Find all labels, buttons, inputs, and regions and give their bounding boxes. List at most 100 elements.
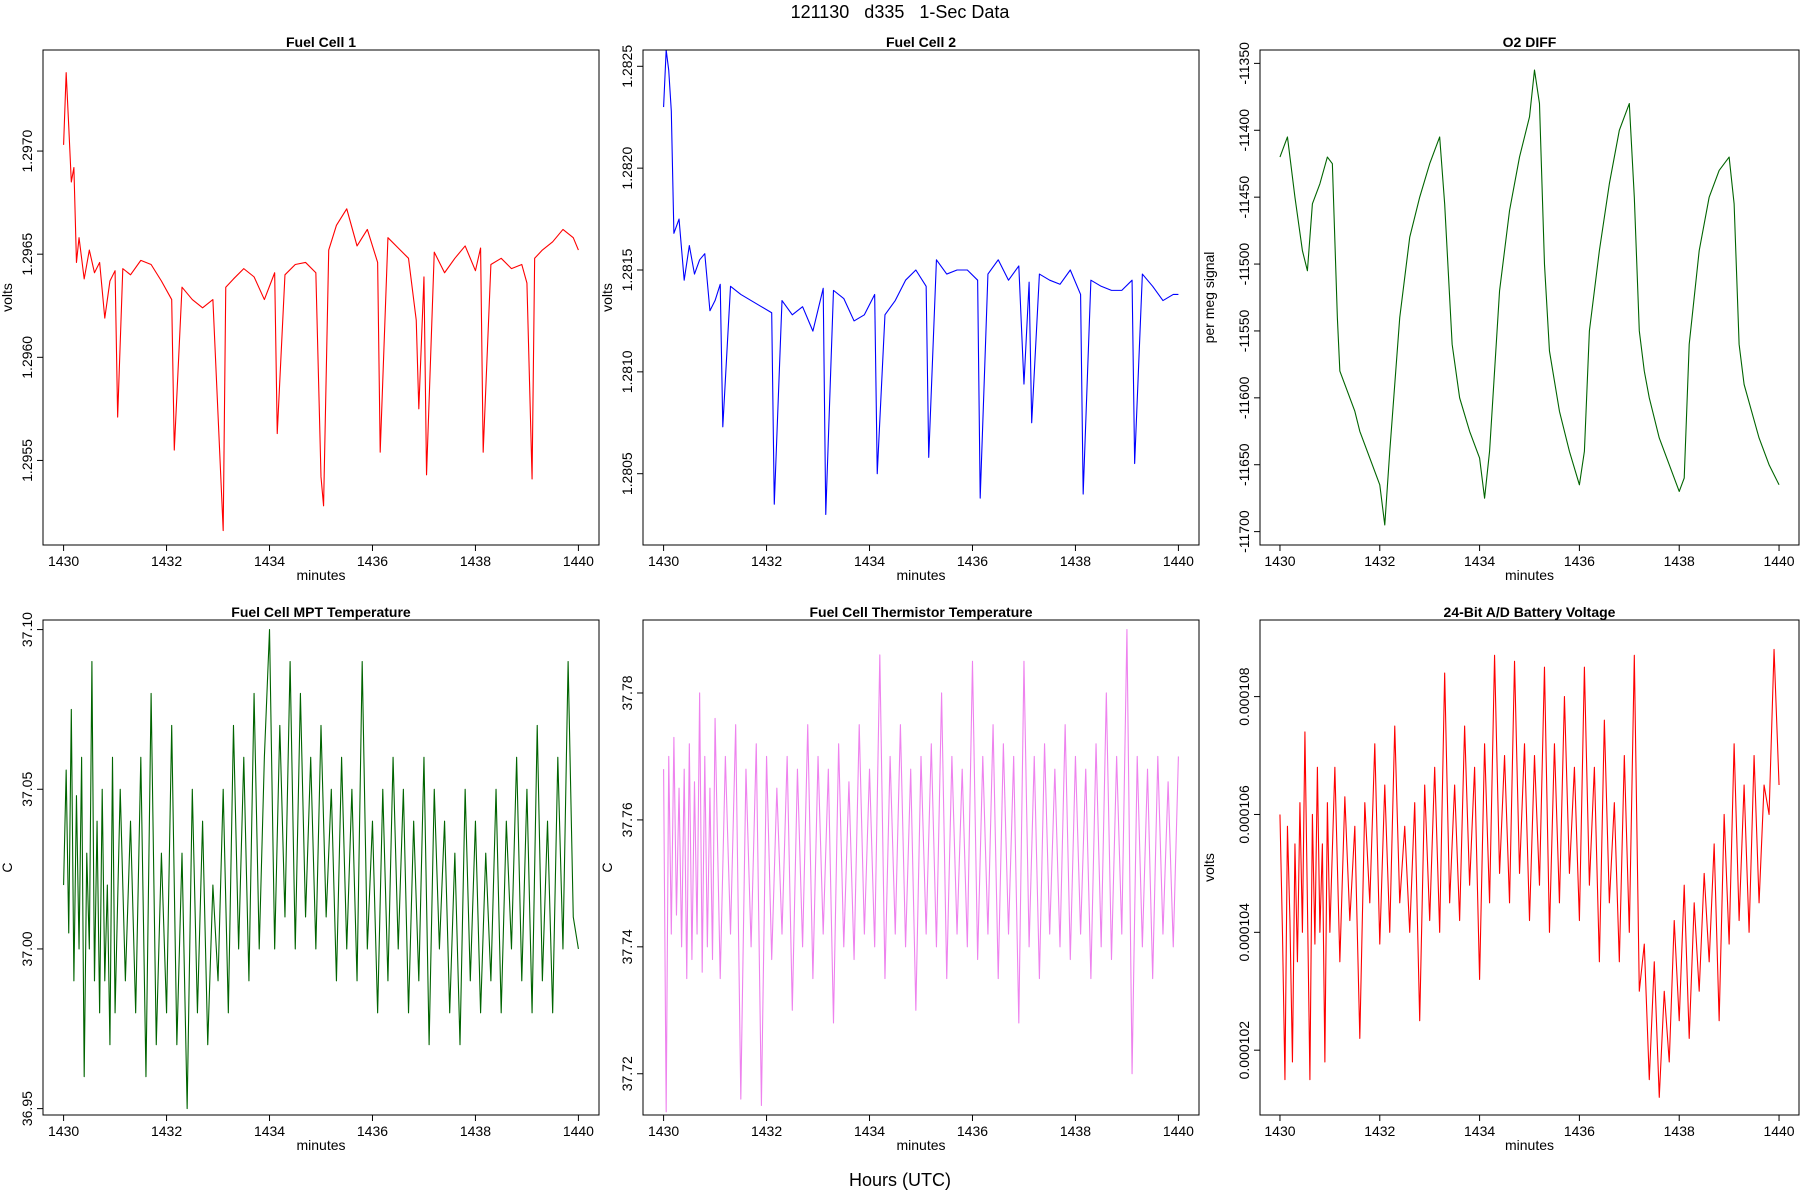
chart-fuel-cell-2: Fuel Cell 2 1430 1432 1434 1436 1438 1440 1.280… [599, 34, 1200, 583]
plot-frame [42, 619, 600, 1116]
x-tick-label: 1436 [1564, 1123, 1595, 1139]
plot-frame [642, 49, 1200, 546]
y-tick-label: -11400 [1236, 109, 1252, 152]
series-line [63, 629, 579, 1110]
series-line [663, 628, 1179, 1113]
y-tick-label: 0.000102 [1236, 1021, 1252, 1080]
plot-frame [642, 619, 1200, 1116]
x-tick-label: 1430 [648, 553, 679, 569]
y-tick-label: -11500 [1236, 243, 1252, 286]
y-tick-label: 36.95 [19, 1091, 35, 1126]
x-tick-label: 1432 [151, 1123, 182, 1139]
y-tick-label: 1.2805 [619, 452, 635, 495]
y-tick-label: 37.72 [619, 1056, 635, 1091]
y-axis-label: volts [0, 283, 15, 312]
x-tick-label: 1436 [957, 553, 988, 569]
x-tick-label: 1430 [48, 553, 79, 569]
y-axis-label: volts [1201, 853, 1217, 882]
chart-battery-voltage: 24-Bit A/D Battery Voltage 1430 1432 1434 14… [1201, 604, 1800, 1153]
figure-title: 121130 d335 1-Sec Data [790, 2, 1010, 22]
y-tick-label: -11450 [1236, 176, 1252, 219]
y-tick-label: 1.2820 [619, 147, 635, 190]
x-axis-label: minutes [296, 1137, 345, 1153]
y-tick-label: 37.76 [619, 802, 635, 837]
x-tick-label: 1430 [648, 1123, 679, 1139]
chart-fuel-cell-1: Fuel Cell 1 1430 1432 1434 1436 1438 1440 1.295… [0, 34, 600, 583]
x-tick-label: 1434 [1464, 1123, 1495, 1139]
x-tick-label: 1430 [1264, 1123, 1295, 1139]
y-tick-label: 1.2960 [19, 336, 35, 379]
y-tick-label: -11650 [1236, 443, 1252, 486]
y-tick-label: 37.10 [19, 612, 35, 647]
chart-title: Fuel Cell 2 [886, 34, 956, 50]
x-tick-label: 1430 [1264, 553, 1295, 569]
x-axis-label: minutes [896, 567, 945, 583]
y-tick-label: 37.00 [19, 931, 35, 966]
x-tick-label: 1432 [1364, 1123, 1395, 1139]
x-tick-label: 1440 [563, 1123, 594, 1139]
x-tick-label: 1436 [1564, 553, 1595, 569]
x-tick-label: 1434 [254, 553, 285, 569]
y-tick-label: 0.000104 [1236, 903, 1252, 962]
x-tick-label: 1432 [751, 1123, 782, 1139]
x-axis-label: minutes [1505, 567, 1554, 583]
chart-title: 24-Bit A/D Battery Voltage [1444, 604, 1616, 620]
y-tick-label: 37.05 [19, 772, 35, 807]
series-line [63, 72, 579, 532]
x-tick-label: 1440 [1163, 553, 1194, 569]
y-tick-label: -11350 [1236, 42, 1252, 85]
x-tick-label: 1434 [1464, 553, 1495, 569]
chart-title: Fuel Cell 1 [286, 34, 356, 50]
x-axis-label: minutes [1505, 1137, 1554, 1153]
y-tick-label: 1.2810 [619, 350, 635, 393]
chart-title: Fuel Cell Thermistor Temperature [809, 604, 1032, 620]
x-tick-label: 1440 [563, 553, 594, 569]
y-tick-label: -11550 [1236, 309, 1252, 352]
x-tick-label: 1434 [254, 1123, 285, 1139]
x-tick-label: 1432 [751, 553, 782, 569]
chart-title: Fuel Cell MPT Temperature [231, 604, 411, 620]
chart-o2-diff: O2 DIFF 1430 1432 1434 1436 1438 1440 -11700 -11… [1201, 34, 1800, 583]
x-tick-label: 1436 [957, 1123, 988, 1139]
x-tick-label: 1434 [854, 553, 885, 569]
plot-frame [1259, 49, 1800, 546]
y-tick-label: 37.78 [619, 675, 635, 710]
y-tick-label: 0.000106 [1236, 785, 1252, 844]
figure-x-label: Hours (UTC) [849, 1170, 951, 1190]
series-line [1279, 648, 1780, 1098]
chart-fuel-cell-mpt-temperature: Fuel Cell MPT Temperature 1430 1432 1434 143… [0, 604, 600, 1153]
y-tick-label: 1.2965 [19, 233, 35, 276]
x-tick-label: 1432 [151, 553, 182, 569]
x-tick-label: 1438 [460, 553, 491, 569]
chart-title: O2 DIFF [1503, 34, 1557, 50]
plot-frame [1259, 619, 1800, 1116]
x-tick-label: 1438 [460, 1123, 491, 1139]
y-tick-label: -11600 [1236, 376, 1252, 419]
y-tick-label: 0.000108 [1236, 667, 1252, 726]
y-tick-label: 1.2815 [619, 248, 635, 291]
y-tick-label: -11700 [1236, 510, 1252, 553]
x-axis-label: minutes [296, 567, 345, 583]
x-tick-label: 1430 [48, 1123, 79, 1139]
x-tick-label: 1436 [357, 1123, 388, 1139]
x-tick-label: 1438 [1060, 553, 1091, 569]
x-tick-label: 1438 [1664, 553, 1695, 569]
y-axis-label: per meg signal [1201, 252, 1217, 344]
x-axis-label: minutes [896, 1137, 945, 1153]
series-line [1279, 69, 1780, 526]
x-tick-label: 1432 [1364, 553, 1395, 569]
x-tick-label: 1440 [1763, 553, 1794, 569]
y-axis-label: volts [599, 283, 615, 312]
y-tick-label: 37.74 [619, 929, 635, 964]
plot-frame [42, 49, 600, 546]
y-tick-label: 1.2825 [619, 45, 635, 88]
x-tick-label: 1440 [1163, 1123, 1194, 1139]
y-tick-label: 1.2970 [19, 129, 35, 172]
x-tick-label: 1438 [1664, 1123, 1695, 1139]
x-tick-label: 1440 [1763, 1123, 1794, 1139]
y-tick-label: 1.2955 [19, 439, 35, 482]
x-tick-label: 1436 [357, 553, 388, 569]
x-tick-label: 1438 [1060, 1123, 1091, 1139]
y-axis-label: C [599, 862, 615, 872]
